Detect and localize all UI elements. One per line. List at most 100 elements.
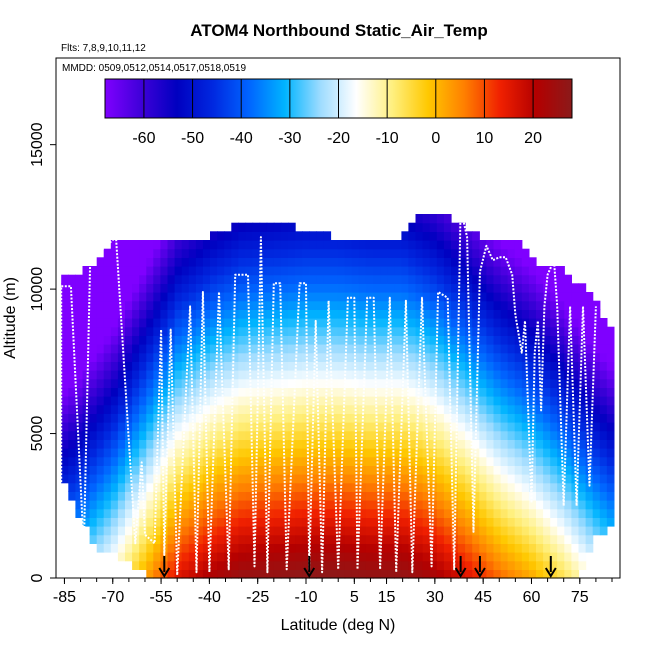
heatmap-cell <box>528 283 537 293</box>
heatmap-cell <box>528 456 537 466</box>
heatmap-cell <box>139 248 147 258</box>
heatmap-cell <box>585 309 594 319</box>
heatmap-cell <box>514 283 523 293</box>
heatmap-cell <box>436 378 445 388</box>
heatmap-cell <box>422 413 431 423</box>
heatmap-cell <box>259 482 268 492</box>
heatmap-cell <box>103 404 112 414</box>
heatmap-cell <box>252 413 261 423</box>
heatmap-cell <box>153 387 161 397</box>
heatmap-cell <box>514 300 523 310</box>
heatmap-cell <box>493 292 502 302</box>
heatmap-cell <box>210 266 218 276</box>
heatmap-cell <box>167 309 176 319</box>
heatmap-cell <box>557 387 565 397</box>
heatmap-cell <box>592 439 601 449</box>
heatmap-cell <box>436 222 445 232</box>
heatmap-cell <box>125 352 133 362</box>
heatmap-cell <box>344 439 353 449</box>
heatmap-cell <box>415 569 424 579</box>
heatmap-cell <box>231 448 239 458</box>
heatmap-cell <box>571 560 580 570</box>
heatmap-cell <box>295 248 303 258</box>
heatmap-cell <box>592 526 601 536</box>
heatmap-cell <box>486 387 495 397</box>
heatmap-cell <box>599 517 608 527</box>
x-tick-label: -55 <box>150 589 173 606</box>
heatmap-cell <box>571 430 580 440</box>
heatmap-cell <box>117 552 126 562</box>
heatmap-cell <box>571 422 580 432</box>
heatmap-cell <box>110 422 119 432</box>
heatmap-cell <box>316 560 324 570</box>
heatmap-cell <box>443 491 452 501</box>
heatmap-cell <box>472 500 480 510</box>
heatmap-cell <box>606 430 615 440</box>
heatmap-cell <box>309 300 317 310</box>
heatmap-cell <box>103 344 112 354</box>
heatmap-cell <box>436 361 445 371</box>
heatmap-cell <box>259 526 268 536</box>
heatmap-cell <box>436 508 445 518</box>
heatmap-cell <box>273 378 282 388</box>
heatmap-cell <box>323 474 332 484</box>
heatmap-cell <box>585 526 594 536</box>
profile-arrow <box>454 556 467 578</box>
heatmap-cell <box>273 231 282 241</box>
heatmap-cell <box>415 404 424 414</box>
heatmap-cell <box>202 361 211 371</box>
heatmap-cell <box>514 309 523 319</box>
heatmap-cell <box>465 240 473 250</box>
heatmap-cell <box>479 482 487 492</box>
heatmap-cell <box>153 560 161 570</box>
heatmap-cell <box>479 404 487 414</box>
heatmap-cell <box>259 430 268 440</box>
heatmap-cell <box>365 439 374 449</box>
heatmap-cell <box>117 274 126 284</box>
heatmap-cell <box>401 404 410 414</box>
heatmap-cell <box>599 361 608 371</box>
heatmap-cell <box>139 404 147 414</box>
heatmap-cell <box>273 300 282 310</box>
heatmap-cell <box>550 378 558 388</box>
heatmap-cell <box>422 396 431 406</box>
heatmap-cell <box>217 240 225 250</box>
heatmap-cell <box>344 422 353 432</box>
heatmap-cell <box>387 396 395 406</box>
heatmap-cell <box>238 370 247 380</box>
heatmap-cell <box>451 430 459 440</box>
heatmap-cell <box>479 274 487 284</box>
heatmap-cell <box>351 560 360 570</box>
heatmap-cell <box>295 534 303 544</box>
heatmap-cell <box>252 266 261 276</box>
heatmap-cell <box>479 465 487 475</box>
heatmap-cell <box>210 292 218 302</box>
heatmap-cell <box>202 474 211 484</box>
heatmap-cell <box>380 257 388 267</box>
heatmap-cell <box>280 240 289 250</box>
heatmap-cell <box>167 300 176 310</box>
heatmap-cell <box>351 248 360 258</box>
heatmap-cell <box>316 474 324 484</box>
heatmap-cell <box>217 552 225 562</box>
heatmap-cell <box>188 526 197 536</box>
heatmap-cell <box>365 543 374 553</box>
heatmap-cell <box>82 465 91 475</box>
heatmap-cell <box>68 456 76 466</box>
heatmap-cell <box>266 231 275 241</box>
heatmap-cell <box>224 361 232 371</box>
heatmap-cell <box>358 396 367 406</box>
heatmap-cell <box>358 378 367 388</box>
heatmap-cell <box>174 361 183 371</box>
heatmap-cell <box>330 413 339 423</box>
heatmap-cell <box>429 387 438 397</box>
heatmap-cell <box>557 344 565 354</box>
heatmap-cell <box>543 569 551 579</box>
heatmap-cell <box>436 448 445 458</box>
heatmap-cell <box>89 465 98 475</box>
heatmap-cell <box>224 387 232 397</box>
heatmap-cell <box>458 231 466 241</box>
heatmap-cell <box>252 222 261 232</box>
heatmap-cell <box>479 560 487 570</box>
heatmap-cell <box>181 474 190 484</box>
